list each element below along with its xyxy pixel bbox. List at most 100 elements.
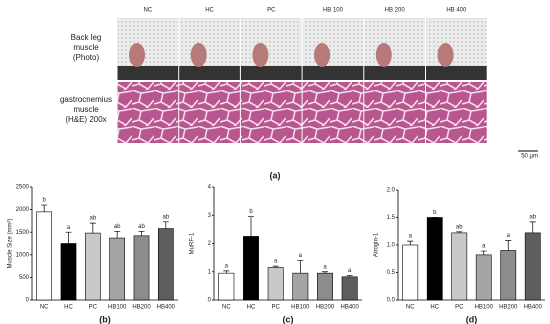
significance-label: ab (89, 216, 96, 222)
row-label: muscle (73, 105, 99, 114)
y-tick-label: 2 (208, 241, 212, 247)
y-tick-label: 3 (208, 213, 212, 219)
x-tick-label: HB200 (132, 305, 151, 311)
error-bar (138, 230, 145, 236)
column-label: HB 100 (323, 8, 344, 14)
x-tick-label: HC (247, 305, 256, 311)
row-label: Back leg (71, 33, 102, 42)
y-tick-label: 1.0 (387, 243, 396, 249)
x-tick-label: HB100 (108, 305, 127, 311)
error-bar (529, 221, 536, 233)
column-label: NC (144, 8, 153, 14)
y-tick-label: 0 (26, 298, 30, 304)
significance-label: b (249, 209, 253, 215)
muscle-sample (375, 43, 392, 67)
bar (292, 272, 309, 301)
error-bar (480, 250, 487, 255)
x-tick-label: HB400 (524, 305, 543, 311)
error-bar (505, 240, 512, 251)
x-tick-label: HB400 (340, 305, 359, 311)
column-label: HB 400 (446, 8, 467, 14)
error-bar (41, 204, 48, 212)
muscle-sample (252, 43, 269, 67)
significance-label: a (409, 234, 413, 240)
bar (218, 272, 235, 301)
y-tick-label: 1.5 (387, 215, 396, 221)
y-tick-label: 2500 (16, 185, 30, 191)
y-tick-label: 2000 (16, 207, 30, 213)
histology-image (426, 82, 487, 143)
row-label: muscle (73, 43, 99, 52)
significance-label: ab (529, 214, 536, 220)
scale-bar-label: 50 μm (521, 154, 538, 160)
row-label: (H&E) 200x (65, 115, 106, 124)
x-tick-label: HB100 (475, 305, 494, 311)
bar (451, 232, 468, 301)
x-tick-label: HB100 (291, 305, 310, 311)
significance-label: a (299, 253, 303, 259)
y-tick-label: 1000 (16, 252, 30, 258)
bar (402, 244, 419, 301)
bar (109, 237, 126, 301)
x-tick-label: HB200 (316, 305, 335, 311)
bar (341, 276, 358, 301)
significance-label: b (433, 210, 437, 216)
error-bar (223, 270, 230, 274)
significance-label: a (225, 263, 229, 269)
error-bar (346, 275, 353, 277)
significance-label: a (507, 233, 511, 239)
error-bar (248, 216, 254, 237)
significance-label: ab (456, 224, 463, 230)
bar (133, 235, 150, 301)
histology-image (179, 82, 240, 143)
histology-image (364, 82, 425, 143)
significance-label: a (67, 225, 71, 231)
error-bar (322, 271, 328, 274)
error-bar (297, 260, 304, 274)
column-label: HC (205, 8, 214, 14)
error-bar (456, 231, 463, 233)
y-tick-label: 0.5 (387, 270, 396, 276)
y-tick-label: 1 (208, 269, 212, 275)
bar (475, 254, 492, 301)
bar (243, 236, 259, 301)
significance-label: ab (138, 224, 145, 230)
photo-base (240, 66, 302, 80)
photo-base (117, 66, 179, 80)
y-tick-label: 4 (208, 185, 212, 191)
x-tick-label: HB200 (499, 305, 518, 311)
error-bar (65, 231, 72, 244)
y-tick-label: 1500 (16, 230, 30, 236)
photo-base (302, 66, 364, 80)
significance-label: ab (162, 214, 169, 220)
y-tick-label: 0.0 (387, 298, 396, 304)
bar (426, 217, 443, 301)
significance-label: ab (114, 224, 121, 230)
panel-label: (a) (270, 170, 281, 180)
muscle-sample (129, 43, 145, 67)
x-tick-label: PC (89, 305, 98, 311)
bar (60, 243, 77, 301)
significance-label: b (42, 198, 46, 204)
significance-label: a (482, 244, 486, 250)
significance-label: a (348, 268, 352, 274)
bar (524, 232, 541, 301)
bar (36, 211, 53, 301)
histology-image (302, 82, 364, 143)
panel-label: (d) (466, 314, 478, 324)
column-label: PC (267, 8, 276, 14)
muscle-sample (437, 43, 454, 67)
bar (157, 228, 174, 301)
error-bar (162, 221, 169, 229)
histology-image (117, 82, 179, 143)
x-tick-label: NC (222, 305, 231, 311)
photo-base (364, 66, 425, 80)
error-bar (272, 265, 279, 268)
bar (500, 250, 517, 301)
panel-label: (b) (99, 314, 111, 324)
x-tick-label: HC (430, 305, 439, 311)
panel-label: (c) (283, 314, 294, 324)
significance-label: a (274, 259, 278, 265)
error-bar (89, 222, 96, 234)
